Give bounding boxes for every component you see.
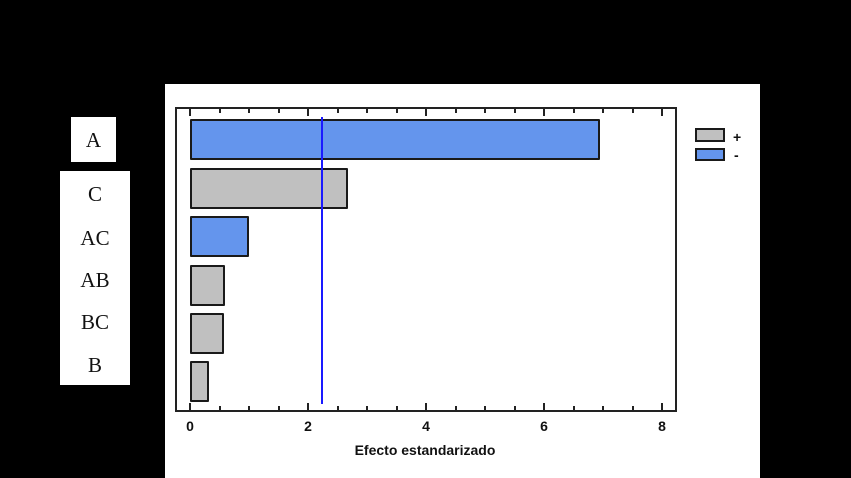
x-tick-top — [277, 109, 280, 113]
factor-label: AC — [80, 226, 110, 250]
plot-frame — [175, 107, 677, 412]
x-tick-bottom — [395, 406, 398, 410]
x-tick-top — [248, 109, 250, 113]
x-tick-bottom — [454, 406, 457, 410]
legend-swatch-negative — [695, 148, 725, 161]
x-tick-label: 4 — [422, 418, 430, 434]
factor-label: C — [87, 182, 102, 206]
x-tick-top — [218, 109, 221, 113]
x-tick-top — [307, 109, 309, 116]
x-tick-bottom — [543, 403, 545, 410]
x-tick-bottom — [248, 406, 250, 410]
factor-label-box-a: A — [71, 117, 116, 162]
x-tick-top — [484, 109, 486, 113]
x-tick-label: 2 — [304, 418, 312, 434]
x-tick-bottom — [602, 406, 604, 410]
legend-label-negative: - — [734, 147, 739, 163]
x-tick-top — [572, 109, 575, 113]
chart-panel: 0 2 4 6 8 + - Efecto estandarizado — [165, 84, 760, 478]
x-tick-top — [513, 109, 516, 113]
x-tick-label: 0 — [186, 418, 194, 434]
x-tick-bottom — [307, 403, 309, 410]
x-tick-bottom — [572, 406, 575, 410]
legend-label-positive: + — [733, 129, 742, 145]
x-tick-bottom — [189, 403, 191, 410]
x-tick-bottom — [366, 406, 368, 410]
x-tick-bottom — [513, 406, 516, 410]
x-tick-bottom — [631, 406, 634, 410]
x-tick-bottom — [484, 406, 486, 410]
factor-label: BC — [80, 310, 109, 334]
x-tick-top — [395, 109, 398, 113]
x-tick-label: 8 — [658, 418, 666, 434]
x-tick-top — [336, 109, 339, 113]
bar-ab — [190, 265, 225, 306]
factor-label: B — [87, 353, 102, 377]
x-tick-top — [543, 109, 545, 116]
x-tick-label: 6 — [540, 418, 548, 434]
x-tick-top — [602, 109, 604, 113]
significance-reference-line — [321, 117, 324, 404]
bar-ac — [190, 216, 249, 257]
bar-b — [190, 361, 209, 402]
x-tick-top — [631, 109, 634, 113]
legend-swatch-positive — [695, 128, 725, 142]
x-tick-bottom — [336, 406, 339, 410]
x-tick-bottom — [425, 403, 427, 410]
factor-label: AB — [80, 268, 110, 292]
x-tick-bottom — [661, 403, 663, 410]
bar-a — [190, 119, 600, 160]
x-tick-top — [366, 109, 368, 113]
x-tick-top — [425, 109, 427, 116]
x-tick-top — [454, 109, 457, 113]
bar-bc — [190, 313, 224, 354]
x-tick-bottom — [277, 406, 280, 410]
x-axis-title: Efecto estandarizado — [354, 442, 496, 458]
x-tick-bottom — [218, 406, 221, 410]
x-tick-top — [189, 109, 191, 116]
x-tick-top — [661, 109, 663, 116]
factor-label: A — [85, 128, 102, 152]
factor-label-box-rest: C AC AB BC B — [60, 171, 130, 385]
bar-c — [190, 168, 348, 209]
